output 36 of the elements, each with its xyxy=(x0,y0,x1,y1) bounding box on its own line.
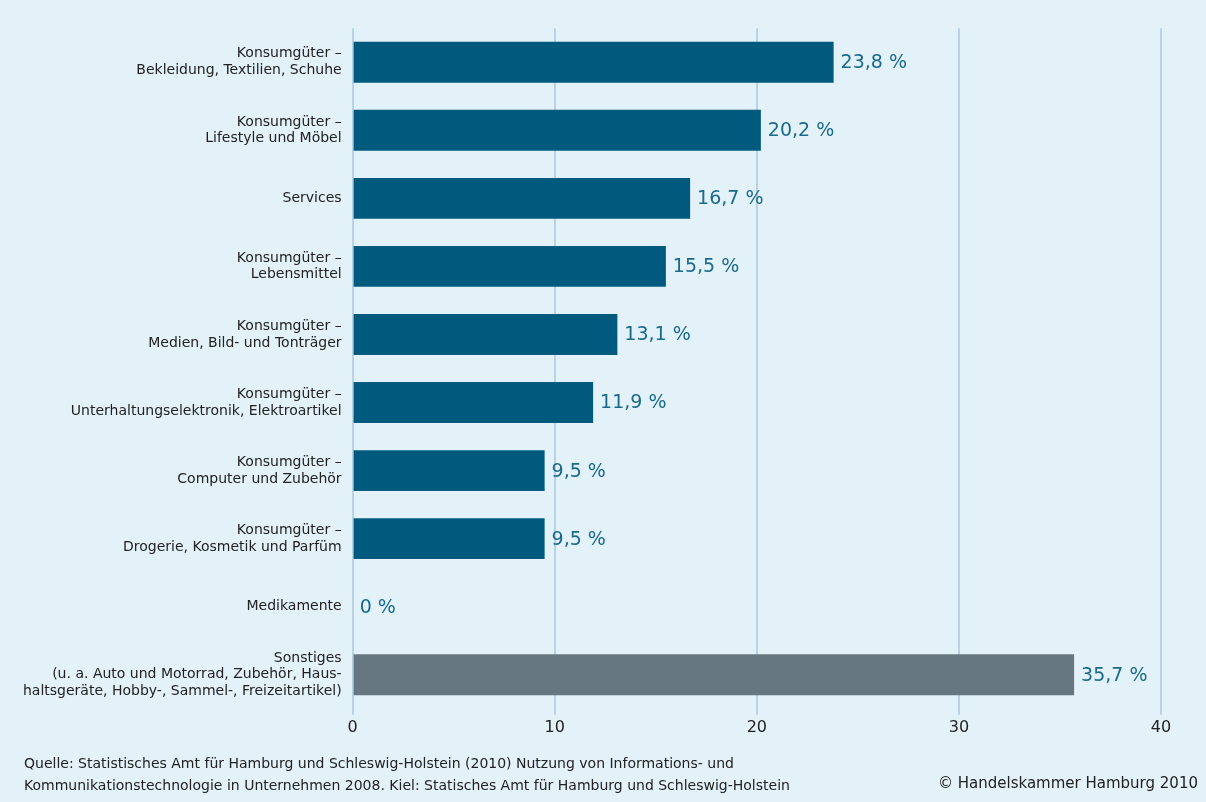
bar xyxy=(353,450,545,492)
y-tick-label: Konsumgüter – Bekleidung, Textilien, Schuhe xyxy=(136,44,342,78)
x-tick-label: 40 xyxy=(1150,716,1172,736)
x-tick-label: 20 xyxy=(746,716,767,736)
data-label: 9,5 % xyxy=(551,458,606,481)
y-tick-label: Konsumgüter – Unterhaltungselektronik, Elektroartikel xyxy=(70,384,342,418)
bar xyxy=(353,177,691,219)
data-label: 15,5 % xyxy=(672,254,740,277)
bar xyxy=(353,382,594,423)
bar xyxy=(353,314,618,355)
bar xyxy=(353,518,545,560)
y-tick-label: Konsumgüter – Drogerie, Kosmetik und Parfüm xyxy=(122,520,342,554)
y-tick-label: Services xyxy=(282,188,342,205)
y-tick-label: Sonstiges (u. a. Auto und Motorrad, Zubehör, Haus- haltsgeräte, Hobby-, Sammel-, Freizeitartikel) xyxy=(22,648,342,699)
data-label: 20,2 % xyxy=(767,118,835,141)
data-label: 11,9 % xyxy=(600,390,667,413)
y-tick-label: Konsumgüter – Lifestyle und Möbel xyxy=(205,112,342,146)
data-label: 16,7 % xyxy=(697,186,764,209)
data-label: 35,7 % xyxy=(1081,662,1148,685)
bar xyxy=(353,245,666,287)
data-label: 9,5 % xyxy=(551,526,606,549)
y-tick-label: Konsumgüter – Lebensmittel xyxy=(236,248,342,282)
bar xyxy=(353,654,1075,696)
y-tick-label: Konsumgüter – Medien, Bild- und Tonträger xyxy=(148,316,342,350)
bar xyxy=(353,109,761,151)
text: © Handelskammer Hamburg 2010 xyxy=(938,774,1198,792)
bar xyxy=(353,41,834,83)
x-tick-label: 0 xyxy=(347,716,358,736)
data-label: 0 % xyxy=(359,594,396,617)
data-label: 13,1 % xyxy=(624,322,691,345)
y-tick-label: Medikamente xyxy=(246,597,342,614)
source-note: Quelle: Statistisches Amt für Hamburg und Schleswig-Holstein (2010) Nutzung von Informations- und Kommunikationstechnologie in Unternehmen 2008. Kiel: Statisches Amt für Hamburg und Schleswig-Holstein xyxy=(24,754,790,795)
x-tick-label: 10 xyxy=(544,716,565,736)
data-label: 23,8 % xyxy=(840,50,908,73)
x-tick-label: 30 xyxy=(948,716,970,736)
y-tick-label: Konsumgüter – Computer und Zubehör xyxy=(177,452,342,486)
